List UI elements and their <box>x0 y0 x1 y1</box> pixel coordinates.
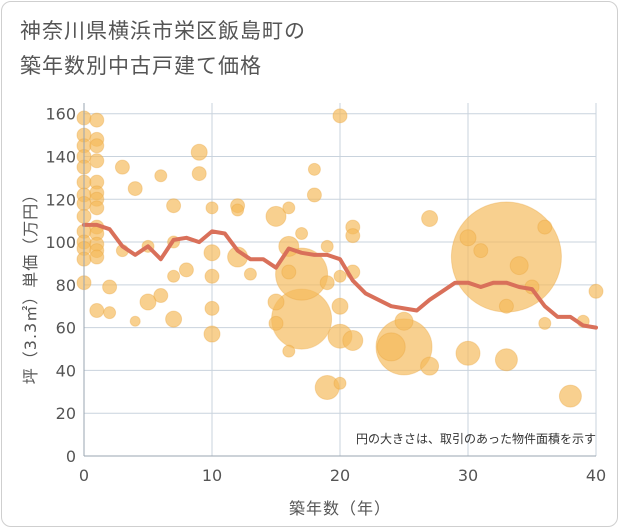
y-tick-label: 80 <box>56 276 76 295</box>
data-bubble <box>494 348 518 372</box>
data-bubble <box>190 143 208 161</box>
data-bubble <box>332 108 348 124</box>
y-tick-label: 40 <box>56 361 76 380</box>
x-tick-label: 0 <box>79 466 89 485</box>
data-bubble <box>203 325 221 343</box>
data-bubble <box>421 210 439 228</box>
data-bubble <box>127 181 143 197</box>
data-bubble <box>204 300 220 316</box>
data-bubble <box>267 293 285 311</box>
data-bubble <box>459 229 477 247</box>
axes <box>83 103 596 457</box>
data-bubble <box>89 303 105 319</box>
tick-labels: 0 20 40 60 80 100 120 140 160 0 10 20 30 40 <box>45 105 606 485</box>
data-bubble <box>278 235 300 257</box>
data-bubble <box>139 293 157 311</box>
data-bubble <box>154 169 168 183</box>
data-bubble <box>420 356 440 376</box>
data-bubble <box>165 310 183 328</box>
data-bubble <box>191 166 207 182</box>
x-tick-label: 40 <box>586 466 606 485</box>
data-bubble <box>268 315 284 331</box>
data-bubble <box>89 249 105 265</box>
data-bubble <box>275 247 329 301</box>
data-bubble <box>89 153 105 169</box>
chart-title: 神奈川県横浜市栄区飯島町の 築年数別中古戸建て価格 <box>20 19 306 78</box>
data-bubble <box>281 264 297 280</box>
data-bubble <box>89 112 105 128</box>
data-bubble <box>333 269 347 283</box>
data-bubble <box>102 279 118 295</box>
data-bubble <box>203 244 221 262</box>
data-bubble <box>345 228 361 244</box>
data-bubble <box>282 344 296 358</box>
x-tick-label: 10 <box>202 466 222 485</box>
data-bubble <box>558 384 582 408</box>
data-bubble <box>89 200 105 216</box>
data-bubble <box>331 297 349 315</box>
data-bubble <box>319 275 335 291</box>
data-bubble <box>167 269 181 283</box>
data-bubble <box>320 239 334 253</box>
data-bubble <box>243 267 257 281</box>
x-tick-label: 30 <box>458 466 478 485</box>
size-note: 円の大きさは、取引のあった物件面積を示す <box>356 431 596 446</box>
data-bubble <box>538 316 552 330</box>
y-tick-label: 0 <box>66 447 76 466</box>
y-tick-label: 60 <box>56 319 76 338</box>
data-bubble <box>204 268 220 284</box>
y-axis-title: 坪（3.3㎡）単価（万円） <box>21 186 40 384</box>
data-bubble <box>178 262 194 278</box>
data-bubble <box>537 219 553 235</box>
data-bubble <box>231 203 245 217</box>
data-bubble <box>153 288 169 304</box>
x-tick-label: 20 <box>330 466 350 485</box>
y-tick-label: 100 <box>45 233 76 252</box>
average-price-line <box>82 222 598 330</box>
bubble-layer <box>76 108 604 408</box>
data-bubble <box>588 283 604 299</box>
data-bubble <box>166 198 182 214</box>
data-bubble <box>473 243 489 259</box>
data-bubble <box>394 311 414 331</box>
data-bubble <box>509 256 529 276</box>
data-bubble <box>205 201 219 215</box>
data-bubble <box>103 306 117 320</box>
data-bubble <box>306 187 322 203</box>
data-bubble <box>282 201 296 215</box>
x-axis-title: 築年数（年） <box>289 499 391 518</box>
data-bubble <box>450 201 562 313</box>
data-bubble <box>376 332 406 362</box>
data-bubble <box>114 159 130 175</box>
data-bubble <box>295 227 309 241</box>
data-bubble <box>265 205 287 227</box>
data-bubble <box>498 298 514 314</box>
y-tick-label: 160 <box>45 105 76 124</box>
data-bubble <box>89 138 105 154</box>
trend-line-layer <box>82 222 598 330</box>
data-bubble <box>342 329 364 351</box>
y-tick-label: 120 <box>45 190 76 209</box>
data-bubble <box>333 376 347 390</box>
data-bubble <box>307 162 321 176</box>
data-bubble <box>455 340 481 366</box>
data-bubble <box>129 315 141 327</box>
y-tick-label: 20 <box>56 404 76 423</box>
y-tick-label: 140 <box>45 147 76 166</box>
